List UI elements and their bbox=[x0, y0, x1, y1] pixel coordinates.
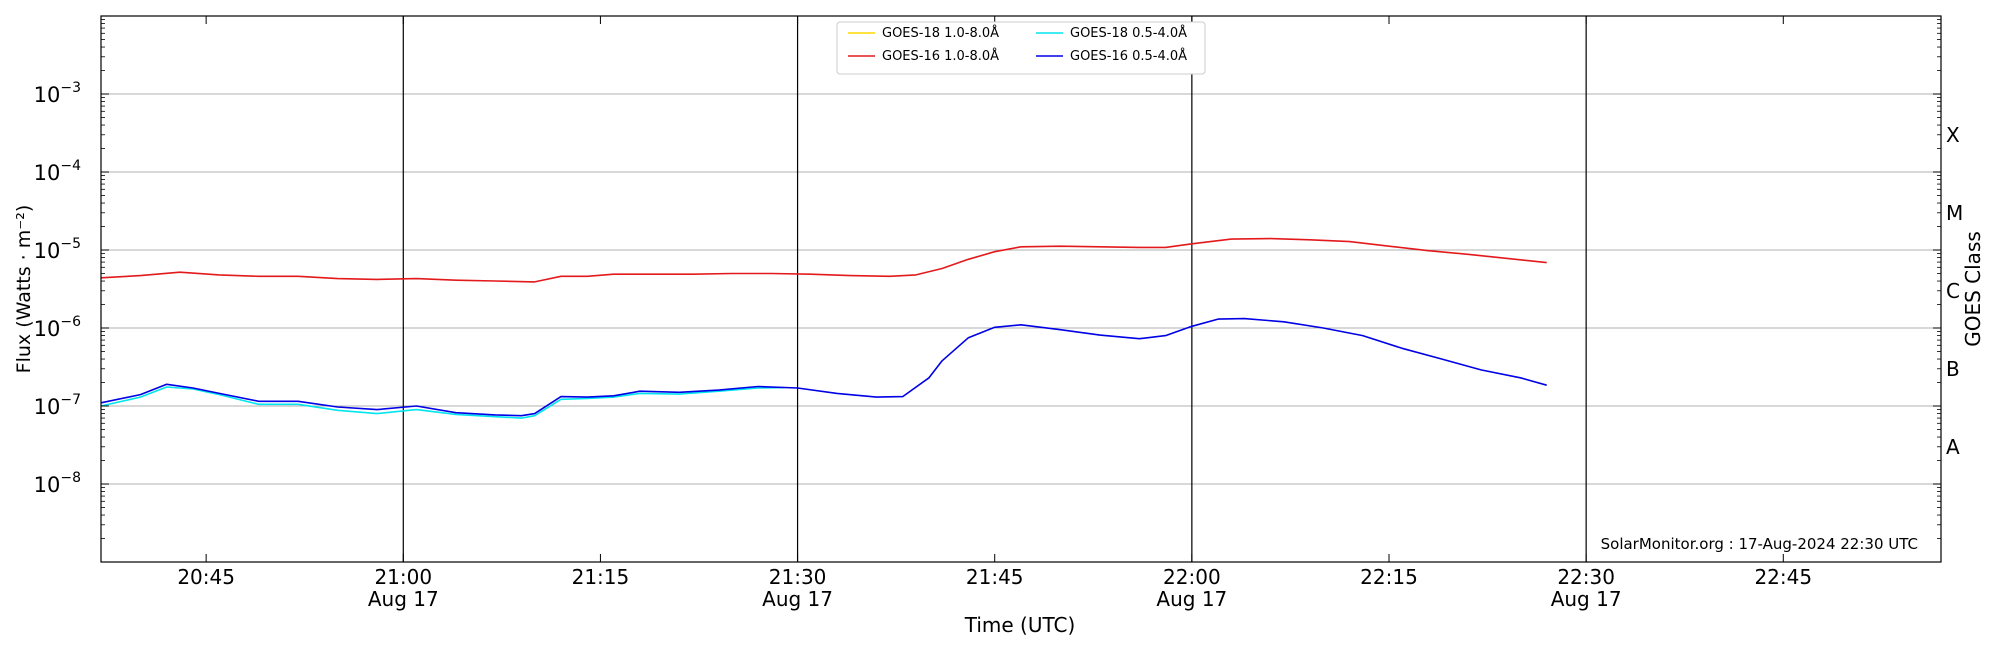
x-tick-date-label: Aug 17 bbox=[368, 587, 439, 611]
legend-label: GOES-18 0.5-4.0Å bbox=[1070, 25, 1187, 41]
y-tick-label: 10−8 bbox=[34, 470, 81, 497]
goes-class-axis-label: GOES Class bbox=[1961, 231, 1985, 347]
series-line-goes-18-0-5-4-0- bbox=[100, 386, 785, 419]
goes-class-label: A bbox=[1946, 435, 1960, 459]
goes-class-label: X bbox=[1946, 123, 1960, 147]
y-axis-label: Flux (Watts · m⁻²) bbox=[13, 205, 35, 374]
legend-label: GOES-18 1.0-8.0Å bbox=[882, 25, 999, 41]
x-tick-date-label: Aug 17 bbox=[762, 587, 833, 611]
x-tick-label: 21:00 bbox=[374, 565, 432, 589]
goes-class-labels: X M C B A bbox=[1946, 123, 1963, 459]
legend-box bbox=[836, 21, 1206, 75]
goes-class-label: B bbox=[1946, 357, 1960, 381]
x-tick-date-label: Aug 17 bbox=[1156, 587, 1227, 611]
vertical-markers-layer bbox=[402, 16, 1587, 562]
legend-label: GOES-16 1.0-8.0Å bbox=[882, 48, 999, 64]
series-layer bbox=[100, 237, 1547, 419]
y-tick-labels: 10−8 10−7 10−6 10−5 10−4 10−3 bbox=[34, 80, 81, 497]
tick-layer bbox=[101, 16, 1941, 562]
goes-class-label: M bbox=[1946, 201, 1963, 225]
x-tick-label: 21:45 bbox=[966, 565, 1024, 589]
x-tick-date-label: Aug 17 bbox=[1551, 587, 1622, 611]
legend-label: GOES-16 0.5-4.0Å bbox=[1070, 48, 1187, 64]
x-tick-label: 22:30 bbox=[1557, 565, 1615, 589]
series-line-goes-16-0-5-4-0- bbox=[100, 317, 1547, 417]
x-tick-label: 20:45 bbox=[177, 565, 235, 589]
x-tick-label: 21:15 bbox=[572, 565, 630, 589]
watermark: SolarMonitor.org : 17-Aug-2024 22:30 UTC bbox=[1601, 535, 1918, 553]
grid-layer bbox=[101, 93, 1941, 485]
y-tick-label: 10−4 bbox=[34, 158, 81, 185]
legend-items: GOES-18 1.0-8.0Å GOES-16 1.0-8.0Å GOES-18 … bbox=[848, 25, 1187, 64]
y-tick-label: 10−3 bbox=[34, 80, 81, 107]
x-tick-label: 21:30 bbox=[769, 565, 827, 589]
x-tick-label: 22:45 bbox=[1754, 565, 1812, 589]
y-tick-label: 10−6 bbox=[34, 314, 81, 341]
series-line-goes-16-1-0-8-0- bbox=[100, 237, 1547, 283]
y-tick-label: 10−7 bbox=[34, 392, 81, 419]
y-tick-label: 10−5 bbox=[34, 236, 81, 263]
x-tick-label: 22:00 bbox=[1163, 565, 1221, 589]
legend: GOES-18 1.0-8.0Å GOES-16 1.0-8.0Å GOES-18 … bbox=[836, 21, 1206, 75]
goes-class-label: C bbox=[1946, 279, 1960, 303]
x-axis-label: Time (UTC) bbox=[964, 613, 1076, 637]
x-tick-label: 22:15 bbox=[1360, 565, 1418, 589]
plot-frame bbox=[100, 15, 1942, 563]
